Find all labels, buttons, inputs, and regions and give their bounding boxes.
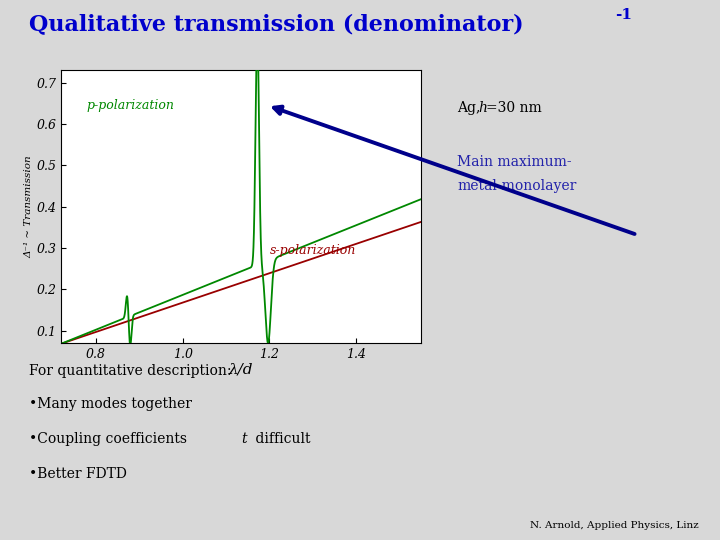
Text: metal-monolayer: metal-monolayer [457, 179, 577, 193]
Text: h: h [479, 101, 487, 115]
Text: •Better FDTD: •Better FDTD [29, 467, 127, 481]
Text: •Coupling coefficients: •Coupling coefficients [29, 432, 192, 446]
Text: =30 nm: =30 nm [486, 101, 541, 115]
Text: •Many modes together: •Many modes together [29, 397, 192, 411]
Text: Ag,: Ag, [457, 101, 485, 115]
Text: Qualitative transmission (denominator): Qualitative transmission (denominator) [29, 14, 523, 36]
Text: For quantitative description:: For quantitative description: [29, 364, 231, 379]
Text: N. Arnold, Applied Physics, Linz: N. Arnold, Applied Physics, Linz [530, 521, 698, 530]
Text: p-polarization: p-polarization [86, 99, 174, 112]
Text: Main maximum-: Main maximum- [457, 155, 572, 169]
Y-axis label: Δ⁻¹ ~ Transmission: Δ⁻¹ ~ Transmission [24, 155, 34, 258]
Text: -1: -1 [616, 8, 633, 22]
Text: difficult: difficult [251, 432, 310, 446]
Text: t: t [241, 432, 247, 446]
X-axis label: λ/d: λ/d [229, 362, 253, 376]
Text: s-polarization: s-polarization [270, 244, 356, 256]
